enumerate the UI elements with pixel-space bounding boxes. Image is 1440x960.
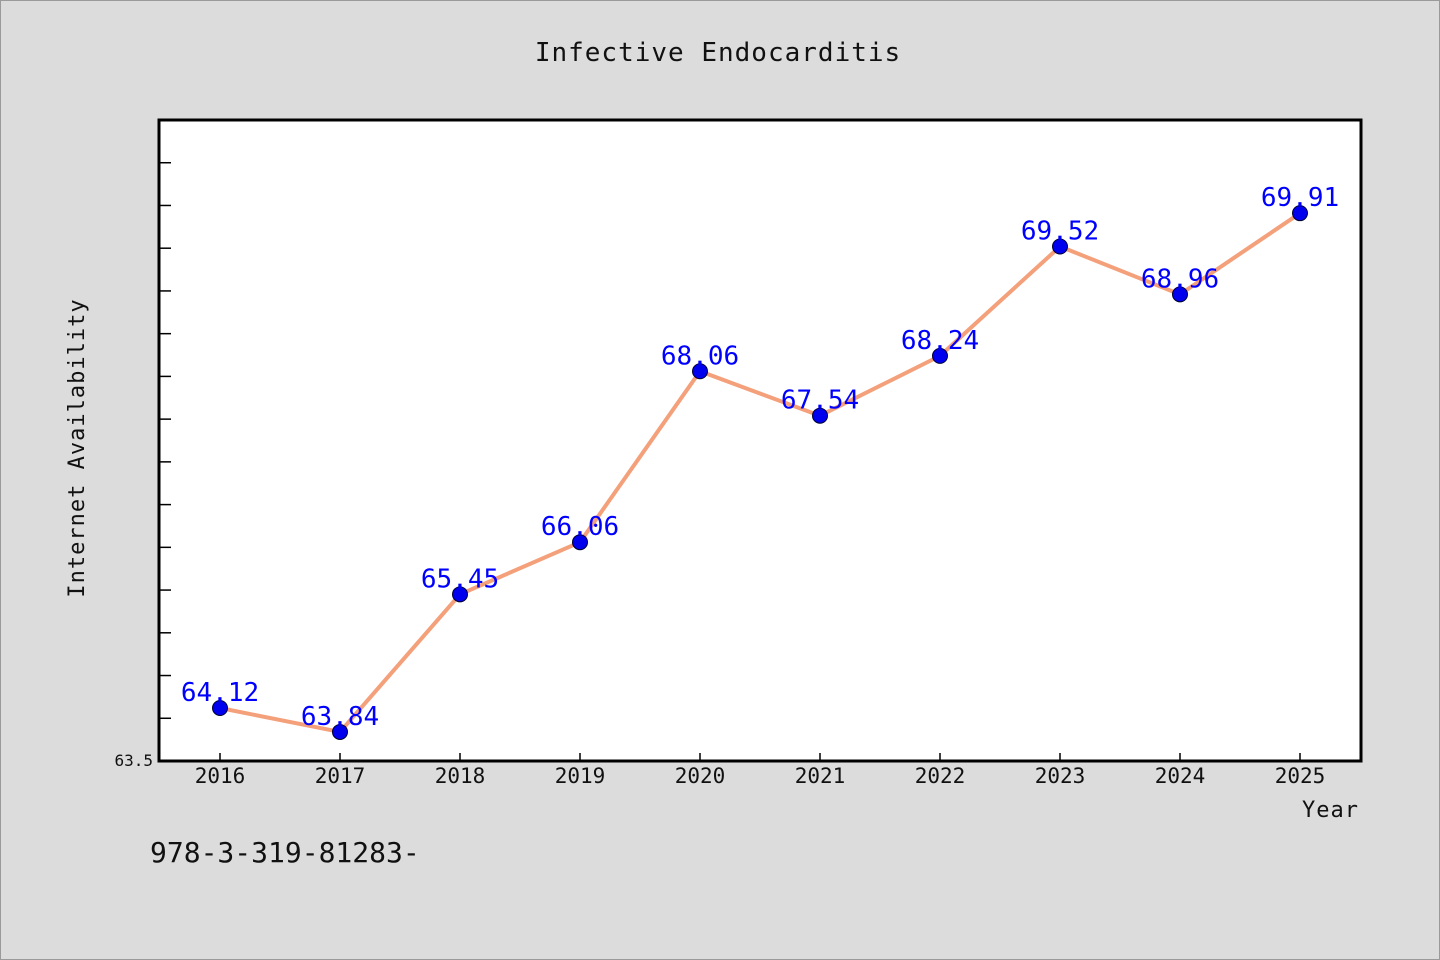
data-point	[1052, 238, 1068, 255]
x-tick-label: 2019	[555, 764, 606, 788]
x-tick-label: 2016	[195, 764, 246, 788]
data-label: 66.06	[541, 512, 619, 542]
plot-area	[157, 118, 1363, 763]
x-tick-label: 2017	[315, 764, 366, 788]
x-axis-ticks: 2016 2017 2018 2019 2020 2021 2022 2023 2024 2025	[195, 753, 1326, 788]
x-tick-label: 2023	[1035, 764, 1086, 788]
y-tick-label: 63.5	[114, 751, 153, 770]
data-point	[1292, 205, 1308, 222]
series-layer: 64.12 63.84 65.45 66.06 68.06 67.54 68.24 69.52…	[181, 183, 1339, 740]
data-label: 69.52	[1021, 216, 1099, 246]
x-tick-label: 2025	[1275, 764, 1326, 788]
data-label: 68.96	[1141, 264, 1219, 294]
data-label: 67.54	[781, 386, 859, 416]
data-label: 64.12	[181, 678, 259, 708]
data-label: 65.45	[421, 564, 499, 594]
data-point	[212, 700, 228, 717]
x-axis-label: Year	[1302, 798, 1359, 823]
x-tick-label: 2021	[795, 764, 846, 788]
data-point	[932, 347, 948, 364]
data-point	[692, 363, 708, 380]
data-label: 68.06	[661, 341, 739, 371]
isbn-text: 978-3-319-81283-	[150, 836, 420, 869]
x-tick-label: 2024	[1155, 764, 1206, 788]
data-label: 69.91	[1261, 183, 1339, 213]
x-tick-label: 2018	[435, 764, 486, 788]
data-point	[1172, 286, 1188, 303]
data-point	[812, 407, 828, 424]
data-label: 68.24	[901, 326, 979, 356]
series-line	[219, 211, 1302, 734]
data-point	[452, 586, 468, 603]
chart-title: Infective Endocarditis	[535, 38, 901, 68]
data-label: 63.84	[301, 702, 379, 732]
x-tick-label: 2022	[915, 764, 966, 788]
y-axis-label: Internet Availability	[65, 298, 90, 597]
x-tick-label: 2020	[675, 764, 726, 788]
y-axis-ticks	[159, 119, 171, 762]
data-point	[332, 723, 348, 740]
data-point	[572, 534, 588, 551]
